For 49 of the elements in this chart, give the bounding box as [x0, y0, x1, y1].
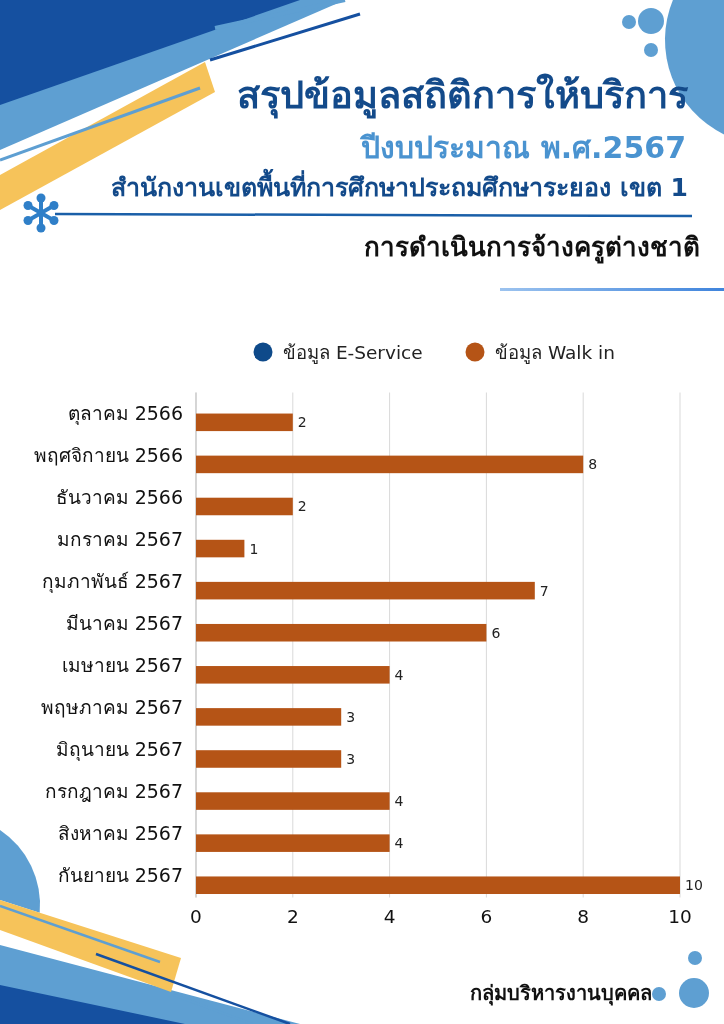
bar — [196, 666, 390, 684]
bar — [196, 876, 680, 895]
data-label: 1 — [249, 540, 259, 557]
y-tick-label: มีนาคม 2567 — [65, 611, 183, 634]
bar — [196, 708, 342, 726]
bar — [196, 834, 390, 852]
data-label: 3 — [346, 708, 356, 725]
text: กลุ่มบริหารงานบุคคล — [470, 981, 652, 1006]
y-tick-label: กุมภาพันธ์ 2567 — [41, 569, 183, 594]
x-tick-label: 2 — [286, 905, 299, 927]
bar — [196, 750, 342, 768]
y-tick-label: มิถุนายน 2567 — [55, 738, 183, 763]
y-tick-label: พฤษภาคม 2567 — [40, 696, 183, 719]
y-tick-label: กรกฎาคม 2567 — [44, 780, 183, 803]
bar — [196, 455, 584, 474]
text: สำนักงานเขตพื้นที่การศึกษาประถมศึกษาระยอง เขต 1 — [111, 168, 688, 202]
legend-label: ข้อมูล Walk in — [495, 341, 615, 364]
x-tick-label: 0 — [190, 905, 202, 927]
chart-subtitle: ปีงบประมาณ พ.ศ.2567 — [359, 130, 686, 165]
data-label: 4 — [394, 835, 404, 852]
y-tick-label: สิงหาคม 2567 — [57, 822, 183, 845]
data-label: 2 — [297, 498, 307, 515]
bar — [196, 413, 293, 432]
data-label: 2 — [297, 414, 307, 431]
x-tick-label: 8 — [577, 905, 590, 927]
y-tick-label: มกราคม 2567 — [56, 527, 183, 550]
bar — [196, 497, 293, 516]
bar — [196, 623, 487, 642]
y-tick-label: กันยายน 2567 — [57, 864, 183, 887]
x-tick-label: 4 — [383, 905, 396, 927]
data-label: 4 — [394, 793, 404, 810]
data-label: 10 — [685, 877, 703, 894]
data-label: 7 — [539, 582, 549, 599]
bar — [196, 539, 245, 558]
y-tick-label: เมษายน 2567 — [61, 654, 183, 677]
text: การดำเนินการจ้างครูต่างชาติ — [364, 232, 700, 264]
data-label: 8 — [588, 456, 598, 473]
y-tick-label: ธันวาคม 2566 — [55, 485, 183, 508]
bar — [196, 792, 390, 810]
x-tick-label: 6 — [480, 905, 493, 927]
bar — [196, 581, 535, 600]
y-tick-label: พฤศจิกายน 2566 — [33, 443, 183, 466]
data-label: 3 — [346, 750, 356, 767]
y-tick-label: ตุลาคม 2566 — [67, 401, 183, 426]
chart-title: สรุปข้อมูลสถิติการให้บริการ — [237, 73, 689, 119]
data-label: 4 — [394, 666, 404, 683]
legend-label: ข้อมูล E-Service — [283, 341, 423, 364]
data-label: 6 — [491, 624, 501, 641]
x-tick-label: 10 — [668, 905, 692, 927]
